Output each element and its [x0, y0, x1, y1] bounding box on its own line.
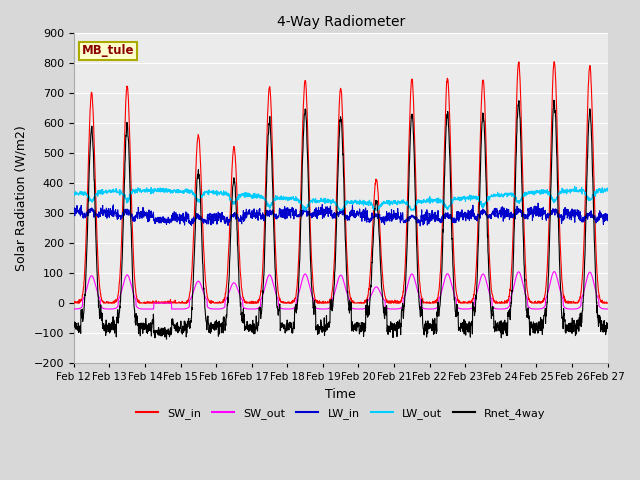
Title: 4-Way Radiometer: 4-Way Radiometer — [276, 15, 405, 29]
Legend: SW_in, SW_out, LW_in, LW_out, Rnet_4way: SW_in, SW_out, LW_in, LW_out, Rnet_4way — [131, 404, 550, 423]
X-axis label: Time: Time — [325, 388, 356, 401]
Y-axis label: Solar Radiation (W/m2): Solar Radiation (W/m2) — [15, 125, 28, 271]
Text: MB_tule: MB_tule — [82, 45, 134, 58]
